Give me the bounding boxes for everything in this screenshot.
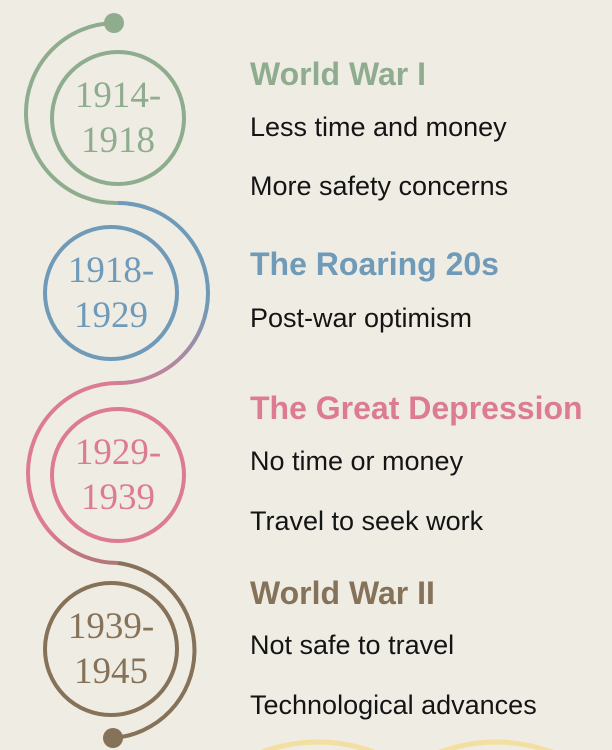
era-point: Not safe to travel [250,630,455,660]
era-years-end: 1939 [81,477,155,518]
era-years-start: 1939- [67,606,155,647]
era-circle-roaring-20s: 1918- 1929 [43,225,179,361]
connector-start-dot [104,13,124,33]
era-point: Travel to seek work [250,506,484,536]
era-years-end: 1929 [74,295,148,336]
connector-segment-blue [117,201,210,385]
era-point: Post-war optimism [250,303,473,333]
connector-segment-pink [26,381,119,565]
era-point: Technological advances [250,690,537,720]
connector-segment-green [24,21,119,206]
era-years-start: 1929- [74,432,162,473]
era-years-end: 1918 [81,120,155,161]
era-point: No time or money [250,446,464,476]
era-point: More safety concerns [250,171,509,201]
connector-end-dot [103,728,123,748]
era-point: Less time and money [250,112,507,142]
era-title-wwi: World War I [250,56,426,92]
era-circle-great-depression: 1929- 1939 [50,407,186,543]
connector-segment-brown [112,561,197,740]
era-title-wwii: World War II [250,575,435,611]
era-years-start: 1918- [67,250,155,291]
era-title-great-depression: The Great Depression [250,390,583,426]
bottom-decorative-arc [261,739,375,750]
era-circle-wwii: 1939- 1945 [43,581,179,717]
bottom-decorative-arc [439,739,553,750]
era-years-end: 1945 [74,651,148,692]
era-title-roaring-20s: The Roaring 20s [250,246,499,282]
era-circle-wwi: 1914- 1918 [50,50,186,186]
era-years-start: 1914- [74,75,162,116]
